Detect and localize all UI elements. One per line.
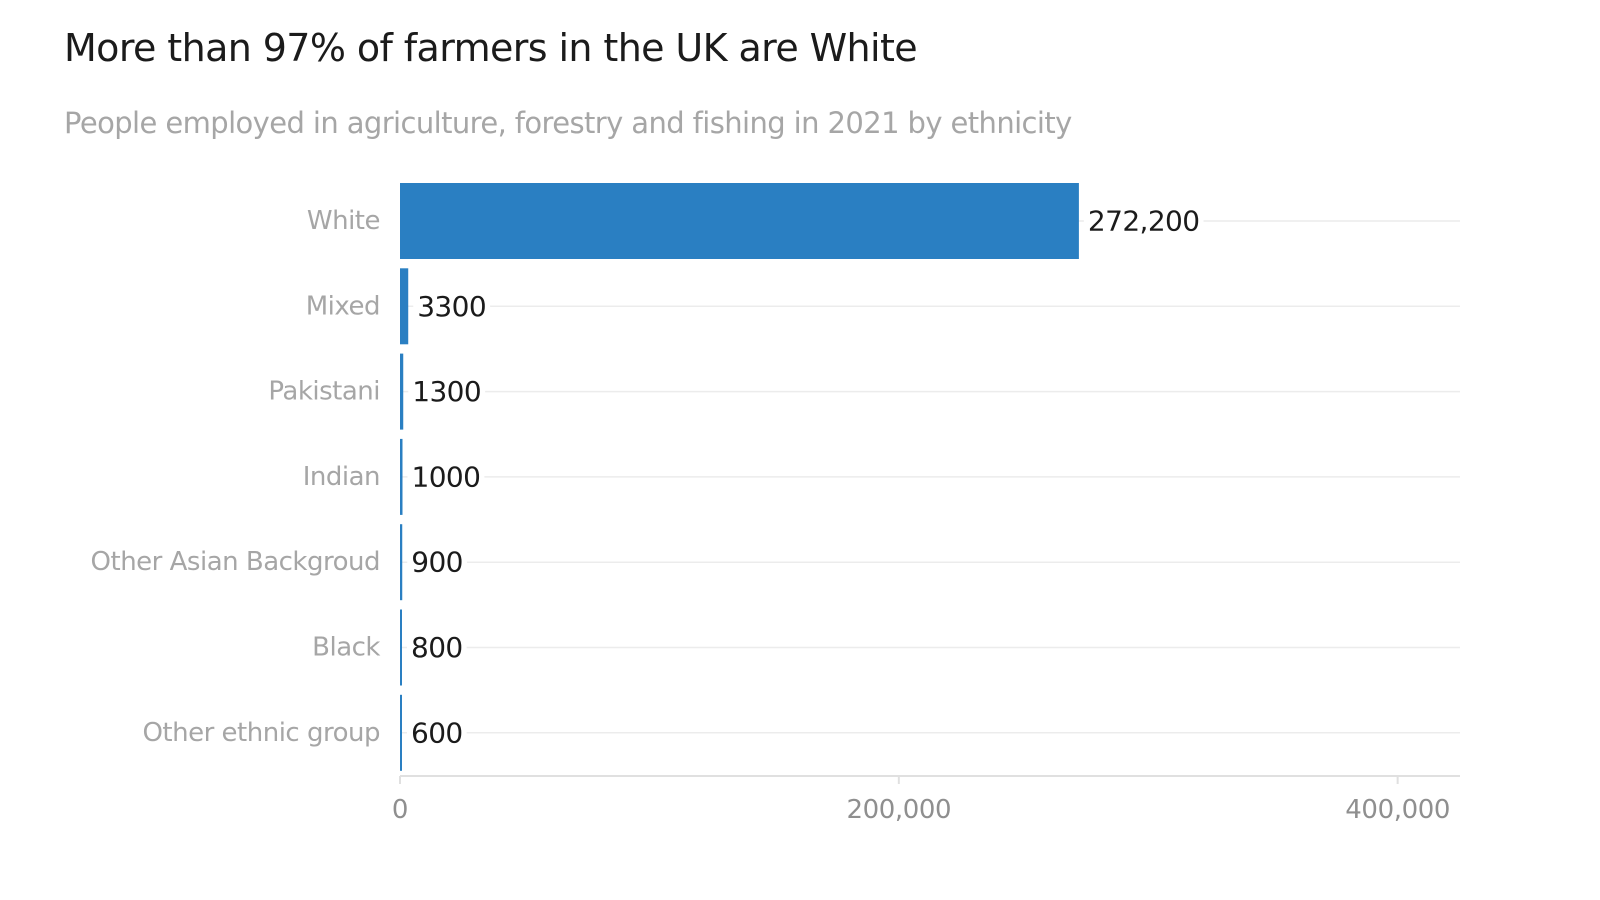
value-label: 3300 (417, 290, 486, 323)
category-label: Black (312, 633, 380, 663)
category-label: Indian (303, 462, 380, 492)
chart-subtitle: People employed in agriculture, forestry… (64, 106, 1072, 140)
x-tick-label: 0 (392, 795, 408, 825)
value-label-backdrop (407, 716, 467, 750)
value-label: 1000 (411, 460, 480, 493)
value-label: 900 (411, 546, 463, 579)
value-label-backdrop (407, 545, 467, 579)
value-label: 800 (411, 631, 463, 664)
value-label-backdrop (408, 375, 486, 409)
bar (400, 524, 403, 601)
value-label-backdrop (1083, 204, 1204, 238)
category-label: Mixed (306, 291, 380, 321)
gridlines (400, 220, 1460, 734)
x-tick-label: 400,000 (1345, 795, 1450, 825)
value-label-backdrop (413, 289, 491, 323)
x-axis: 0 200,000 400,000 (392, 775, 1460, 825)
category-label: Other ethnic group (142, 718, 380, 748)
bar (400, 353, 404, 430)
chart-title: More than 97% of farmers in the UK are W… (64, 26, 918, 70)
value-label: 272,200 (1088, 205, 1200, 238)
bar (400, 609, 402, 686)
bar (400, 438, 403, 515)
value-label-backdrop (407, 631, 467, 664)
bar (400, 694, 402, 771)
bar (400, 268, 409, 345)
bar (400, 183, 1079, 259)
labels: White 272,200 Mixed 3300 Pakistani 1300 Indian… (91, 204, 1204, 750)
category-label: White (307, 206, 380, 236)
x-tick-label: 200,000 (846, 795, 951, 825)
category-label: Other Asian Backgroud (91, 547, 380, 577)
value-label: 1300 (412, 375, 481, 408)
value-label: 600 (411, 716, 463, 749)
value-label-backdrop (407, 460, 485, 494)
category-label: Pakistani (268, 377, 380, 407)
bars (400, 183, 1079, 771)
